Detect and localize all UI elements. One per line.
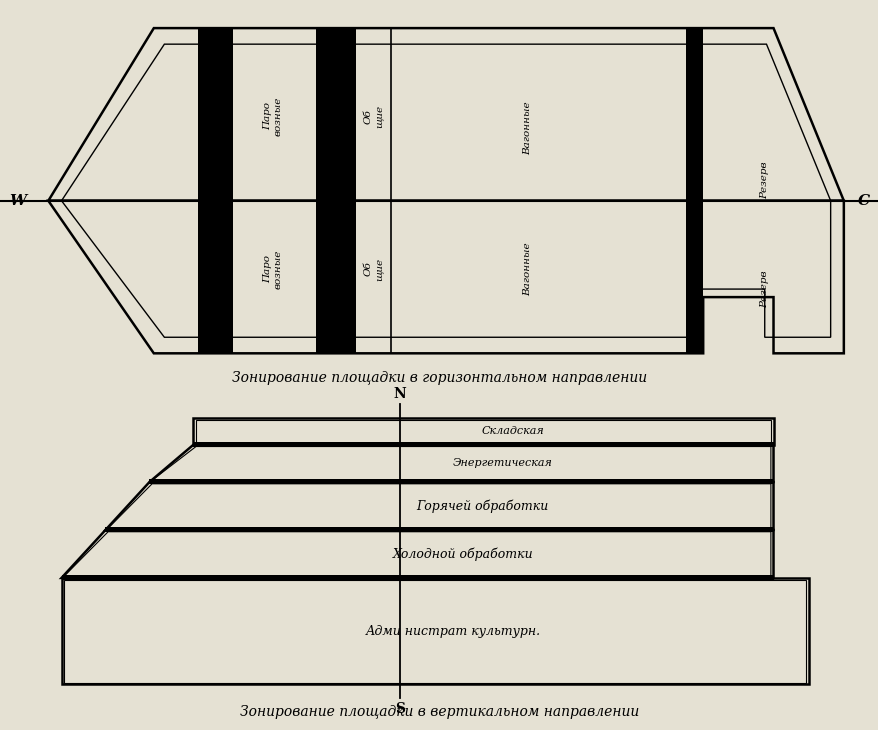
Text: Паро
возные: Паро возные: [263, 97, 282, 136]
Text: Обслу
живающие: Обслу живающие: [205, 238, 225, 300]
Polygon shape: [316, 28, 356, 353]
Text: W: W: [9, 193, 25, 208]
Text: Адми нистрат культурн.: Адми нистрат культурн.: [365, 625, 540, 638]
Text: Холодной обработки: Холодной обработки: [392, 548, 533, 561]
Polygon shape: [61, 575, 773, 580]
Text: S: S: [394, 702, 405, 716]
Polygon shape: [193, 442, 773, 447]
Text: Обслу
живающие: Обслу живающие: [205, 85, 225, 147]
Text: Энергетическая: Энергетическая: [452, 458, 552, 469]
Text: C: C: [857, 193, 869, 208]
Polygon shape: [105, 527, 773, 532]
Text: Об
щие: Об щие: [363, 105, 383, 128]
Text: Резерв: Резерв: [759, 270, 768, 308]
Polygon shape: [685, 28, 702, 353]
Text: Вагонные: Вагонные: [522, 101, 531, 155]
Text: Горячей обработки: Горячей обработки: [416, 499, 548, 512]
Text: Зонирование площадки в горизонтальном направлении: Зонирование площадки в горизонтальном на…: [232, 372, 646, 385]
Text: Складская: Складская: [480, 426, 543, 437]
Text: N: N: [393, 387, 406, 401]
Polygon shape: [198, 28, 233, 353]
Polygon shape: [149, 480, 773, 484]
Text: Паро
возные: Паро возные: [263, 250, 282, 288]
Text: Зонирование площадки в вертикальном направлении: Зонирование площадки в вертикальном напр…: [240, 705, 638, 720]
Text: Вагонные: Вагонные: [522, 242, 531, 296]
Text: Об
щие: Об щие: [363, 258, 383, 280]
Text: Резерв: Резерв: [759, 162, 768, 199]
